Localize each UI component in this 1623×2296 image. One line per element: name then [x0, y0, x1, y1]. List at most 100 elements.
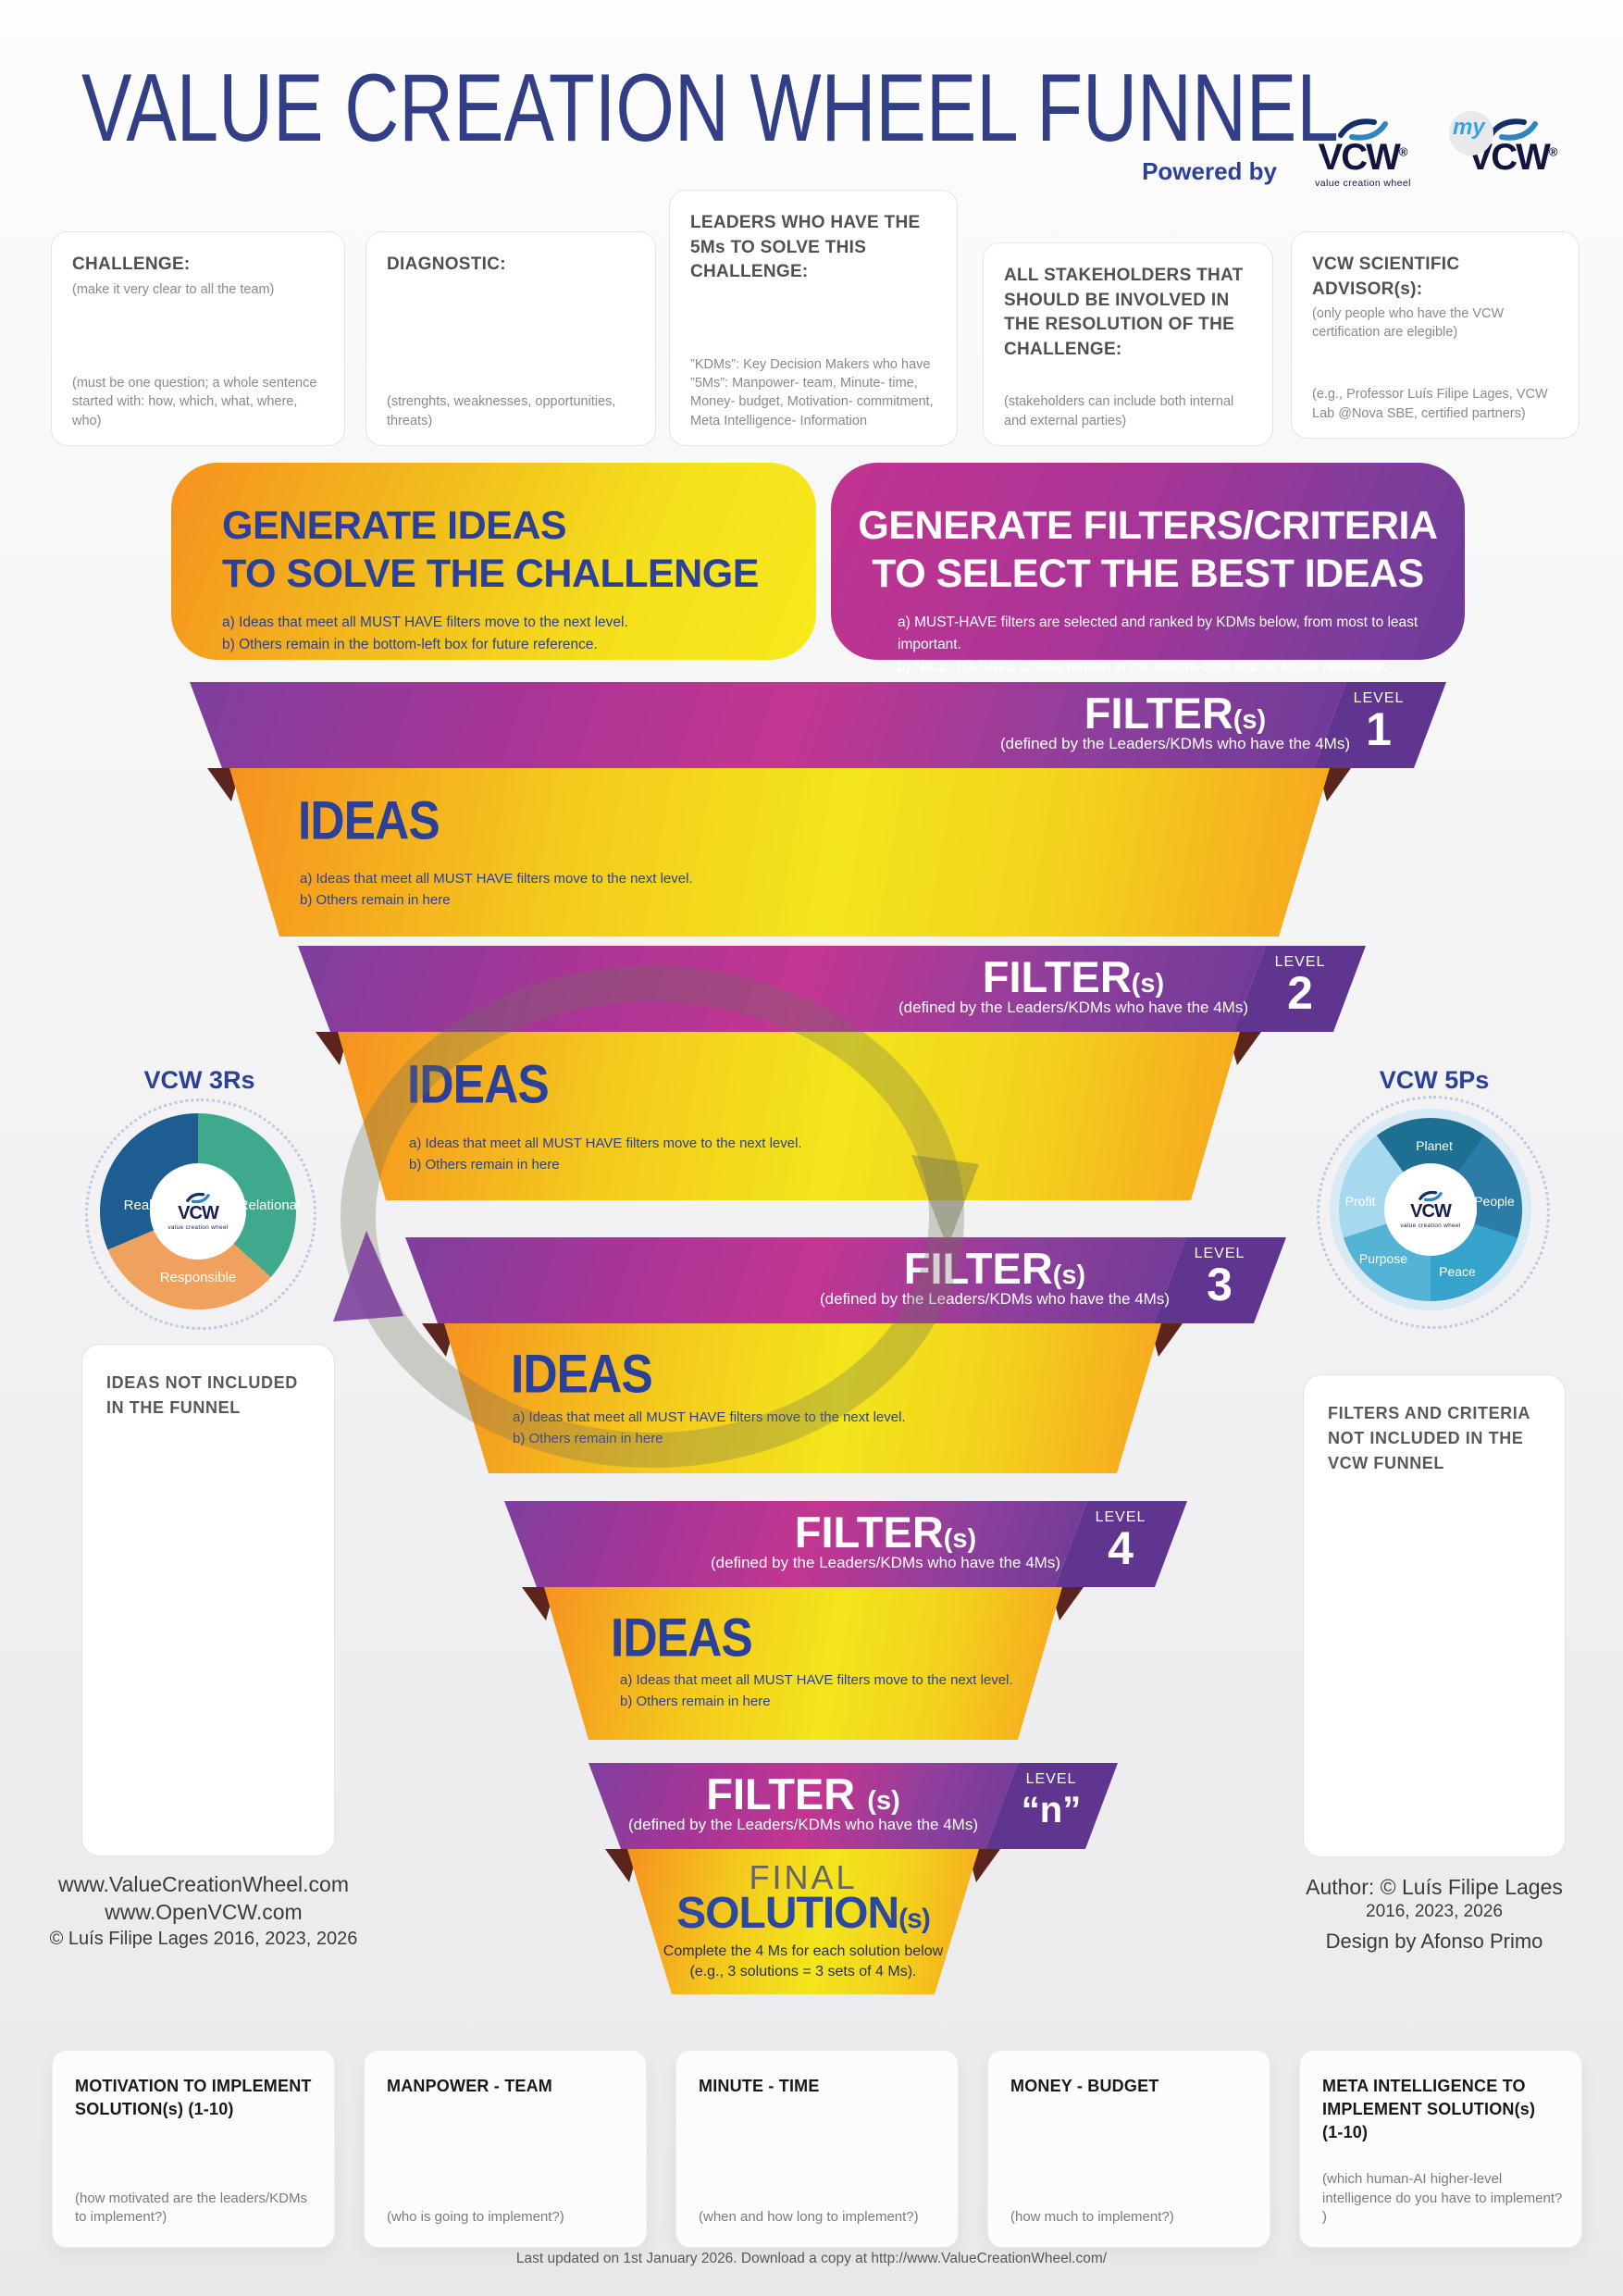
label-profit: Profit	[1344, 1194, 1376, 1209]
motivation-hint: (how motivated are the leaders/KDMs to i…	[75, 2190, 307, 2225]
filter-bar-level-3	[405, 1237, 1186, 1323]
vcw-logo: VCW® value creation wheel	[1294, 117, 1432, 189]
filters-not-included-box: FILTERS AND CRITERIA NOT INCLUDED IN THE…	[1303, 1374, 1566, 1857]
solution-label: SOLUTION(s)	[676, 1889, 931, 1938]
challenge-box: CHALLENGE: (make it very clear to all th…	[51, 231, 345, 446]
manpower-box: MANPOWER - TEAM (who is going to impleme…	[364, 2050, 647, 2248]
myvcw-logo: my VCW®	[1443, 111, 1582, 176]
leaders-box: LEADERS WHO HAVE THE 5Ms TO SOLVE THIS C…	[669, 190, 958, 446]
label-realistic: Realistic	[123, 1198, 177, 1213]
vcw-swoosh-icon	[1338, 118, 1388, 141]
label-purpose: Purpose	[1358, 1251, 1408, 1266]
ideas-body-level-2	[338, 1032, 1240, 1200]
filter-label-level-4: FILTER(s) (defined by the Leaders/KDMs w…	[711, 1508, 1060, 1571]
final-solution-body	[627, 1849, 979, 1994]
page-title: VALUE CREATION WHEEL FUNNEL	[81, 55, 1339, 162]
level-tag-label-1: LEVEL 1	[1353, 690, 1405, 755]
vcw-3rs-title: VCW 3Rs	[143, 1066, 255, 1094]
level-tag-label-2: LEVEL 2	[1274, 954, 1326, 1019]
manpower-hint: (who is going to implement?)	[387, 2208, 564, 2225]
ideas-body-level-4	[544, 1587, 1062, 1740]
vcw-swoosh-icon	[1419, 1190, 1443, 1202]
filters-not-included-title: FILTERS AND CRITERIA NOT INCLUDED IN THE…	[1328, 1404, 1530, 1472]
icon-ring	[85, 1098, 316, 1330]
meta-intelligence-box: META INTELLIGENCE TO IMPLEMENT SOLUTION(…	[1299, 2050, 1582, 2248]
vcw-logo-text: VCW	[1410, 1201, 1452, 1222]
meta-intelligence-hint: (which human-AI higher-level intelligenc…	[1322, 2171, 1563, 2225]
diagnostic-box: DIAGNOSTIC: (strenghts, weaknesses, oppo…	[365, 231, 656, 446]
filter-label-level-1: FILTER(s) (defined by the Leaders/KDMs w…	[1000, 689, 1350, 752]
my-label: my	[1453, 115, 1485, 140]
advisor-subtitle: (only people who have the VCW certificat…	[1312, 306, 1505, 340]
stakeholders-box: ALL STAKEHOLDERS THAT SHOULD BE INVOLVED…	[983, 242, 1273, 446]
leaders-hint: ”KDMs”: Key Decision Makers who have ”5M…	[690, 356, 934, 428]
vcw-logo-tagline: value creation wheel	[1400, 1222, 1461, 1229]
ideas-notes-level-4: a) Ideas that meet all MUST HAVE filters…	[620, 1672, 1013, 1710]
advisor-box: VCW SCIENTIFIC ADVISOR(s): (only people …	[1291, 231, 1580, 439]
generate-filters-header: GENERATE FILTERS/CRITERIA TO SELECT THE …	[831, 463, 1465, 675]
vcw-5ps-hub: VCW value creation wheel	[1384, 1163, 1477, 1256]
generate-ideas-header: GENERATE IDEAS TO SOLVE THE CHALLENGE a)…	[171, 463, 816, 660]
filter-label-level-n: FILTER (s) (defined by the Leaders/KDMs …	[628, 1769, 978, 1833]
vcw-swoosh-icon	[186, 1192, 210, 1204]
vcw-3rs-hub: VCW value creation wheel	[150, 1163, 246, 1260]
filter-bar-level-1	[190, 682, 1346, 768]
filter-bar-level-2	[298, 946, 1266, 1032]
solution-notes: Complete the 4 Ms for each solution belo…	[663, 1943, 944, 1980]
filter-label-level-3: FILTER(s) (defined by the Leaders/KDMs w…	[820, 1244, 1170, 1308]
site-url-2: www.OpenVCW.com	[105, 1899, 303, 1924]
generate-filters-title: GENERATE FILTERS/CRITERIA TO SELECT THE …	[858, 503, 1438, 597]
vcw-logo-text: VCW®	[1318, 137, 1408, 178]
vcw-logo-tagline: value creation wheel	[167, 1224, 229, 1231]
ideas-notes-level-1: a) Ideas that meet all MUST HAVE filters…	[300, 871, 693, 909]
label-people: People	[1474, 1194, 1515, 1209]
ideas-label-level-1: IDEAS	[298, 789, 440, 851]
label-planet: Planet	[1416, 1138, 1453, 1153]
leaders-title: LEADERS WHO HAVE THE 5Ms TO SOLVE THIS C…	[690, 213, 921, 282]
vcw-logo-text: VCW	[178, 1203, 219, 1223]
filter-bar-level-4	[504, 1501, 1087, 1587]
icon-ring	[1317, 1096, 1550, 1329]
stakeholders-title: ALL STAKEHOLDERS THAT SHOULD BE INVOLVED…	[1004, 266, 1244, 359]
money-title: MONEY - BUDGET	[1010, 2077, 1159, 2095]
ideas-label-level-3: IDEAS	[511, 1343, 653, 1405]
generate-filters-notes: a) MUST-HAVE filters are selected and ra…	[898, 614, 1419, 675]
advisor-hint: (e.g., Professor Luís Filipe Lages, VCW …	[1312, 387, 1548, 421]
stakeholders-hint: (stakeholders can include both internal …	[1004, 394, 1234, 428]
copyright: © Luís Filipe Lages 2016, 2023, 2026	[49, 1928, 358, 1949]
diagnostic-title: DIAGNOSTIC:	[387, 254, 506, 274]
my-circle	[1449, 111, 1493, 155]
ideas-body-level-3	[444, 1323, 1161, 1473]
challenge-hint: (must be one question; a whole sentence …	[72, 376, 317, 428]
label-relational: Relational	[238, 1198, 301, 1213]
minute-title: MINUTE - TIME	[699, 2077, 820, 2095]
label-responsible: Responsible	[159, 1270, 237, 1285]
level-tag-label-4: LEVEL 4	[1095, 1509, 1146, 1574]
right-credits: Author: © Luís Filipe Lages 2016, 2023, …	[1254, 1875, 1615, 1954]
challenge-title: CHALLENGE:	[72, 254, 191, 274]
ideas-not-included-box: IDEAS NOT INCLUDED IN THE FUNNEL	[81, 1344, 335, 1856]
challenge-subtitle: (make it very clear to all the team)	[72, 281, 275, 297]
level-tag-label-3: LEVEL 3	[1194, 1246, 1245, 1310]
generate-ideas-title: GENERATE IDEAS TO SOLVE THE CHALLENGE	[222, 503, 759, 597]
final-label: FINAL	[749, 1858, 858, 1896]
diagnostic-hint: (strenghts, weaknesses, opportunities, t…	[387, 394, 616, 428]
money-box: MONEY - BUDGET (how much to implement?)	[987, 2050, 1270, 2248]
author-years: 2016, 2023, 2026	[1366, 1902, 1503, 1921]
footer-note: Last updated on 1st January 2026. Downlo…	[515, 2251, 1108, 2266]
manpower-title: MANPOWER - TEAM	[387, 2077, 552, 2095]
ideas-notes-level-3: a) Ideas that meet all MUST HAVE filters…	[513, 1409, 906, 1447]
left-credits: www.ValueCreationWheel.com www.OpenVCW.c…	[28, 1871, 379, 1950]
label-peace: Peace	[1439, 1264, 1476, 1279]
ideas-notes-level-2: a) Ideas that meet all MUST HAVE filters…	[409, 1136, 802, 1173]
generate-ideas-notes: a) Ideas that meet all MUST HAVE filters…	[222, 614, 628, 652]
ideas-body-level-1	[229, 768, 1330, 937]
minute-hint: (when and how long to implement?)	[699, 2208, 919, 2225]
motivation-box: MOTIVATION TO IMPLEMENT SOLUTION(s) (1-1…	[52, 2050, 335, 2248]
meta-intelligence-title: META INTELLIGENCE TO IMPLEMENT SOLUTION(…	[1322, 2077, 1536, 2142]
author: Author: © Luís Filipe Lages	[1306, 1875, 1563, 1899]
site-url-1: www.ValueCreationWheel.com	[57, 1872, 350, 1896]
money-hint: (how much to implement?)	[1010, 2208, 1174, 2225]
powered-by-label: Powered by	[1142, 157, 1277, 185]
